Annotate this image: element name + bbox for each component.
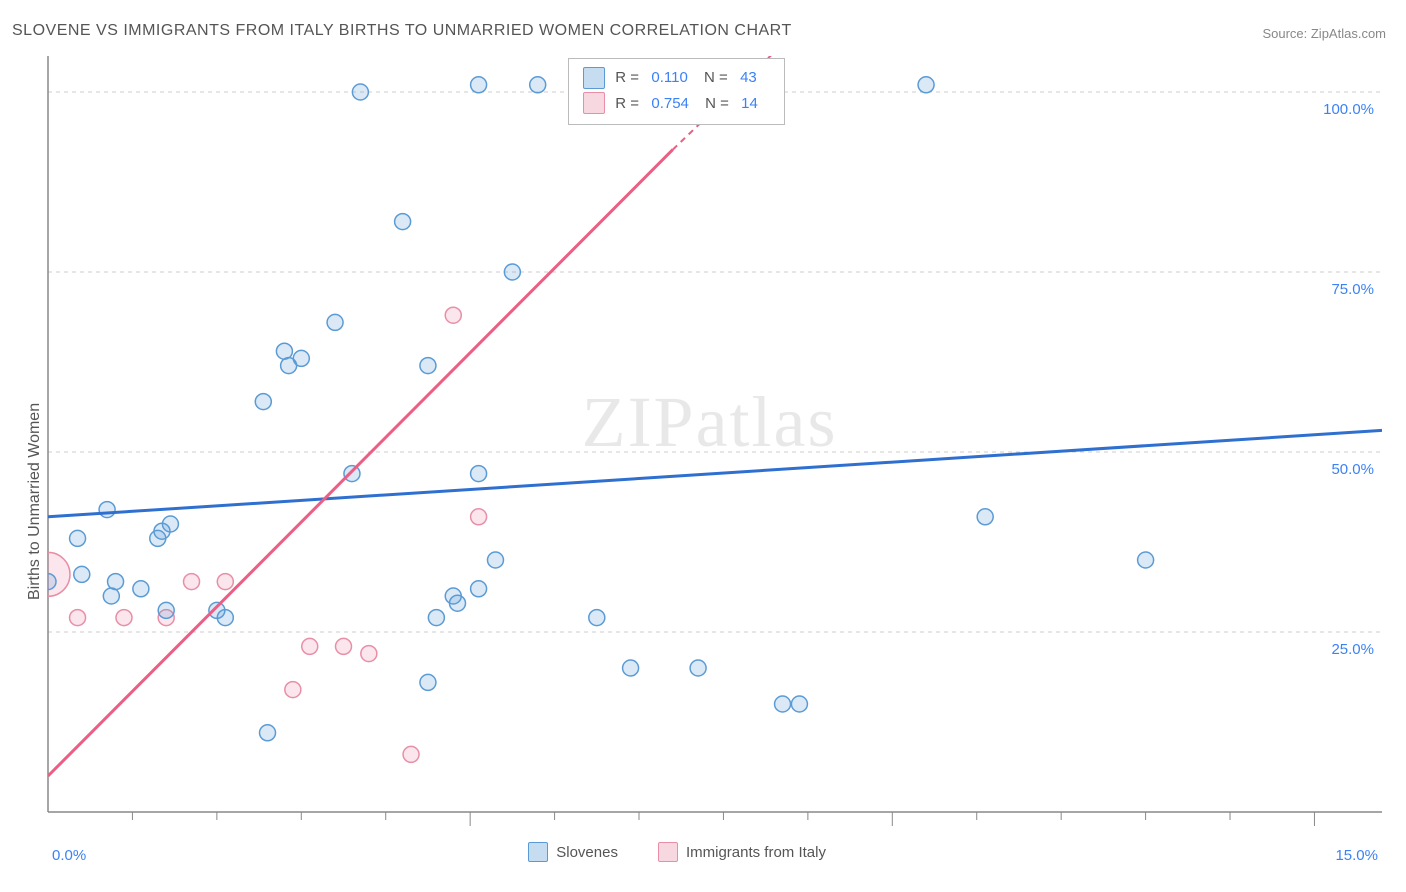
legend-label: Immigrants from Italy — [686, 844, 826, 861]
svg-text:100.0%: 100.0% — [1323, 101, 1374, 118]
svg-text:0.0%: 0.0% — [52, 847, 86, 864]
svg-text:50.0%: 50.0% — [1331, 461, 1374, 478]
scatter-chart: 25.0% 50.0% 75.0% 100.0% 0.0% 15.0% — [0, 0, 1406, 892]
svg-text:25.0%: 25.0% — [1331, 641, 1374, 658]
legend-label: Slovenes — [556, 844, 618, 861]
bottom-legend: Slovenes Immigrants from Italy — [528, 842, 826, 862]
legend-item-immigrants: Immigrants from Italy — [658, 842, 826, 862]
swatch-icon — [528, 842, 548, 862]
svg-text:75.0%: 75.0% — [1331, 281, 1374, 298]
swatch-icon — [658, 842, 678, 862]
legend-item-slovenes: Slovenes — [528, 842, 618, 862]
svg-text:15.0%: 15.0% — [1335, 847, 1378, 864]
stats-legend-box: R = 0.110 N = 43R = 0.754 N = 14 — [568, 58, 785, 125]
